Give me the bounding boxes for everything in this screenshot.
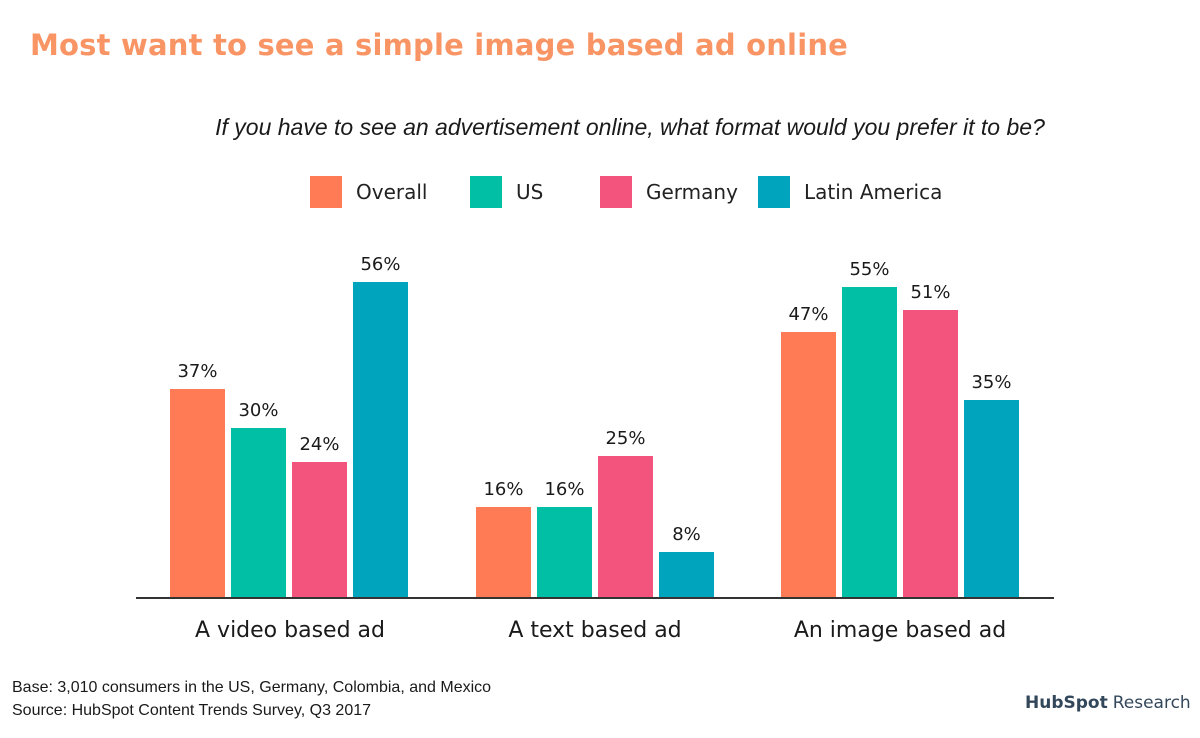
bar-value-label: 16%: [544, 479, 585, 500]
bar-value-label: 35%: [971, 372, 1012, 393]
x-axis-line: [136, 597, 1054, 599]
bar-text-latin-america: [659, 552, 714, 597]
chart-subtitle: If you have to see an advertisement onli…: [215, 114, 1045, 140]
bar-image-overall: [781, 332, 836, 597]
bar-value-label: 16%: [483, 479, 524, 500]
legend-label: Overall: [356, 180, 428, 204]
legend-item-overall: Overall: [310, 176, 427, 208]
legend-swatch-overall: [310, 176, 342, 208]
hubspot-research-logo: HubSpot Research: [1025, 693, 1191, 713]
legend-label: US: [516, 180, 544, 204]
chart-title: Most want to see a simple image based ad…: [30, 28, 849, 62]
footnote-base: Base: 3,010 consumers in the US, Germany…: [12, 679, 492, 696]
bar-video-us: [231, 428, 286, 597]
bar-value-label: 37%: [177, 361, 218, 382]
legend-label: Germany: [646, 180, 738, 204]
brand-hubspot: HubSpot: [1025, 693, 1108, 713]
legend-swatch-latin-america: [758, 176, 790, 208]
legend: Overall US Germany Latin America: [0, 176, 1200, 210]
legend-swatch-us: [470, 176, 502, 208]
bar-value-label: 55%: [849, 259, 890, 280]
legend-item-latin-america: Latin America: [758, 176, 942, 208]
legend-label: Latin America: [804, 180, 943, 204]
bar-text-us: [537, 507, 592, 597]
legend-item-us: US: [470, 176, 543, 208]
legend-swatch-germany: [600, 176, 632, 208]
footnote-source: Source: HubSpot Content Trends Survey, Q…: [12, 702, 372, 719]
bar-text-overall: [476, 507, 531, 597]
bar-value-label: 47%: [788, 304, 829, 325]
bar-text-germany: [598, 456, 653, 597]
bar-image-germany: [903, 310, 958, 597]
bar-value-label: 24%: [299, 434, 340, 455]
brand-research: Research: [1112, 693, 1191, 713]
legend-item-germany: Germany: [600, 176, 738, 208]
bar-value-label: 8%: [672, 524, 701, 545]
bar-video-germany: [292, 462, 347, 597]
bar-image-us: [842, 287, 897, 597]
bar-value-label: 56%: [360, 254, 401, 275]
bar-image-latin-america: [964, 400, 1019, 597]
bar-value-label: 51%: [910, 282, 951, 303]
bar-value-label: 25%: [605, 428, 646, 449]
bar-value-label: 30%: [238, 400, 279, 421]
bar-video-latin-america: [353, 282, 408, 597]
bar-video-overall: [170, 389, 225, 597]
category-label-video: A video based ad: [195, 618, 385, 643]
category-label-text: A text based ad: [508, 618, 682, 643]
category-label-image: An image based ad: [793, 618, 1007, 643]
